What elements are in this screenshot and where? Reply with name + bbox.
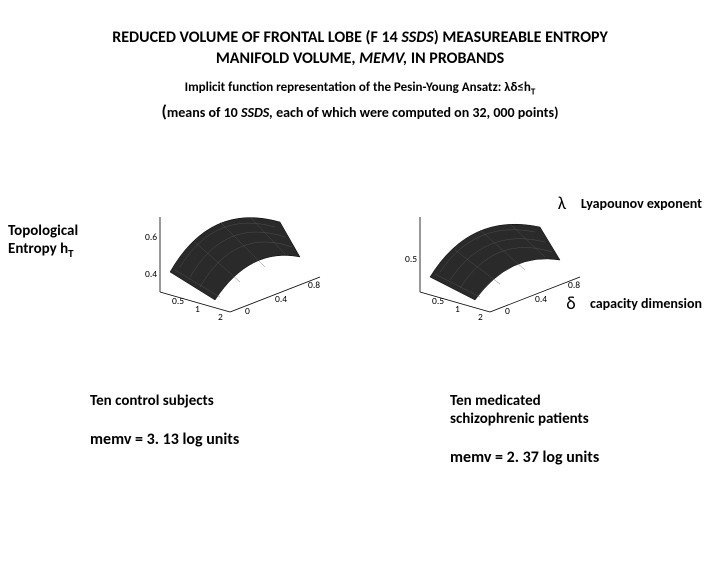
z-tick: 0.5 bbox=[405, 253, 417, 265]
lambda-icon: λ bbox=[549, 192, 575, 214]
right-column: Ten medicated schizophrenic patients mem… bbox=[360, 392, 720, 467]
x-tick: 2 bbox=[218, 311, 223, 322]
plots-container: Topological Entropy hT 0.4 0.6 0.5 1 2 0… bbox=[0, 162, 720, 342]
label-sub: T bbox=[68, 247, 73, 260]
x-tick: 2 bbox=[478, 311, 483, 322]
y-tick: 0 bbox=[505, 305, 510, 317]
subtitle-means: (means of 10 SSDS, each of which were co… bbox=[0, 101, 720, 122]
subtitle-text: Implicit function representation of the … bbox=[185, 80, 505, 95]
memv-left: memv = 3. 13 log units bbox=[90, 430, 360, 449]
title-text: IN PROBANDS bbox=[407, 49, 504, 68]
surface-plot-left: 0.4 0.6 0.5 1 2 0 0.4 0.8 bbox=[120, 172, 340, 322]
title-text: REDUCED VOLUME OF FRONTAL LOBE (F 14 bbox=[112, 28, 401, 47]
y-tick: 0.4 bbox=[275, 293, 287, 305]
main-title: REDUCED VOLUME OF FRONTAL LOBE (F 14 SSD… bbox=[0, 28, 720, 70]
title-text: ) MEASUREABLE ENTROPY bbox=[434, 28, 608, 47]
patients-label: Ten medicated schizophrenic patients bbox=[450, 392, 720, 428]
x-tick: 0.5 bbox=[172, 295, 184, 307]
subtitle-ansatz: Implicit function representation of the … bbox=[0, 80, 720, 98]
title-text: MANIFOLD VOLUME, bbox=[216, 49, 359, 68]
title-line1: REDUCED VOLUME OF FRONTAL LOBE (F 14 SSD… bbox=[112, 28, 608, 47]
label-line2: Entropy h bbox=[8, 240, 68, 258]
title-line2: MANIFOLD VOLUME, MEMV, IN PROBANDS bbox=[216, 49, 504, 68]
label-line1: Topological bbox=[8, 222, 78, 240]
ansatz-formula: λδ≤h bbox=[504, 80, 531, 95]
x-tick: 1 bbox=[455, 303, 460, 315]
z-tick: 0.6 bbox=[145, 231, 157, 243]
left-axis-label: Topological Entropy hT bbox=[8, 222, 78, 260]
title-memv: MEMV, bbox=[359, 49, 407, 68]
title-ssds: SSDS bbox=[401, 28, 433, 47]
bottom-labels: Ten control subjects memv = 3. 13 log un… bbox=[0, 392, 720, 467]
legend-label: capacity dimension bbox=[590, 295, 702, 312]
subtitle-text: each of which were computed on 32, 000 p… bbox=[273, 104, 559, 121]
y-tick: 0.8 bbox=[308, 279, 320, 291]
x-tick: 1 bbox=[195, 303, 200, 315]
surface-svg-left: 0.4 0.6 0.5 1 2 0 0.4 0.8 bbox=[120, 172, 340, 322]
y-tick: 0.4 bbox=[535, 293, 547, 305]
y-tick: 0.8 bbox=[568, 279, 580, 291]
legend-lyapounov: λ Lyapounov exponent bbox=[549, 192, 702, 214]
control-subjects-label: Ten control subjects bbox=[90, 392, 360, 410]
label-l2: schizophrenic patients bbox=[450, 410, 589, 428]
subtitle-text: means of 10 bbox=[167, 104, 241, 121]
x-tick: 0.5 bbox=[432, 295, 444, 307]
legend-label: Lyapounov exponent bbox=[581, 195, 702, 212]
ansatz-sub: T bbox=[531, 86, 535, 97]
z-tick: 0.4 bbox=[145, 268, 157, 280]
label-l1: Ten medicated bbox=[450, 392, 541, 410]
left-column: Ten control subjects memv = 3. 13 log un… bbox=[0, 392, 360, 467]
memv-right: memv = 2. 37 log units bbox=[450, 448, 720, 467]
ssds-italic: SSDS, bbox=[241, 104, 273, 121]
delta-icon: δ bbox=[558, 292, 584, 314]
y-tick: 0 bbox=[245, 305, 250, 317]
legend-capacity: δ capacity dimension bbox=[558, 292, 702, 314]
